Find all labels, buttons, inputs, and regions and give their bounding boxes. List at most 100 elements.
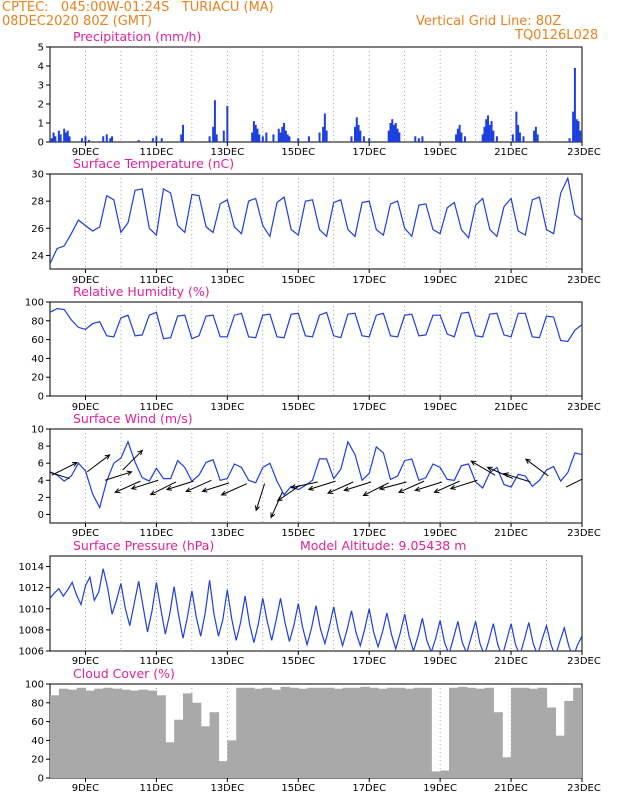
cloud-bar: [138, 689, 149, 778]
precip-bar: [57, 130, 60, 142]
cloud-bar: [369, 687, 379, 778]
y-tick-label: 80: [31, 316, 44, 327]
precip-bar: [66, 130, 69, 142]
panel-title: Surface Wind (m/s): [73, 411, 193, 426]
wind-arrow: [276, 484, 301, 502]
precip-bar: [394, 123, 397, 142]
wind-arrow-shaft: [221, 483, 248, 496]
cloud-bar: [156, 695, 166, 778]
wind-arrow: [449, 479, 478, 490]
precip-bar: [226, 105, 229, 142]
precip-bar: [483, 126, 486, 142]
wind-arrow-shaft: [415, 481, 443, 491]
wind-arrow-head: [114, 488, 121, 493]
wind-arrow-head: [502, 472, 509, 478]
wind-arrow-head: [486, 466, 493, 472]
precip-bar: [389, 123, 392, 142]
x-tick-label: 23DEC: [567, 275, 601, 286]
wind-arrow-head: [71, 462, 79, 467]
precip-bar: [492, 130, 495, 142]
x-tick-label: 11DEC: [140, 783, 174, 794]
panel-plot-area: [50, 307, 582, 343]
cloud-bar: [466, 687, 477, 778]
wind-arrow-shaft: [104, 471, 132, 481]
precip-bar: [84, 136, 87, 142]
cloud-bar: [564, 700, 574, 778]
x-tick-label: 11DEC: [140, 656, 174, 667]
wind-arrow-shaft: [487, 466, 514, 480]
wind-arrow-head: [220, 490, 227, 496]
cloud-bar: [546, 707, 556, 778]
precip-bar: [455, 134, 458, 142]
wind-arrow-head: [524, 458, 531, 464]
cloud-bar: [183, 693, 193, 778]
precip-bar: [325, 130, 328, 142]
cloud-bar: [519, 687, 530, 778]
cloud-bar: [378, 688, 388, 778]
cloud-bar: [307, 687, 317, 778]
precip-bar: [59, 134, 62, 142]
panel-plot-area: [50, 67, 582, 142]
precip-bar: [421, 136, 424, 142]
wind-arrow-head: [433, 488, 440, 493]
x-tick-label: 11DEC: [140, 275, 174, 286]
wind-arrow-shaft: [327, 481, 354, 494]
x-tick-label: 13DEC: [210, 275, 244, 286]
precip-bar: [281, 126, 284, 142]
wind-arrow: [51, 462, 79, 476]
wind-arrow-head: [414, 486, 421, 492]
precip-bar: [481, 134, 484, 142]
precip-bar: [568, 138, 571, 142]
cloud-bar: [422, 687, 432, 778]
precip-bar: [208, 136, 211, 142]
precip-bar: [398, 132, 401, 142]
series-line: [50, 176, 582, 264]
cloud-bar: [76, 687, 87, 778]
series-line: [50, 568, 582, 651]
y-tick-label: 60: [31, 717, 44, 728]
cloud-bar: [386, 687, 397, 778]
wind-arrow: [502, 472, 531, 483]
cloud-bar: [537, 687, 548, 778]
y-tick-label: 1006: [19, 647, 44, 658]
precip-bar: [88, 140, 91, 142]
precip-bar: [52, 132, 55, 142]
precip-bar: [355, 117, 358, 142]
wind-arrow-shaft: [308, 480, 336, 491]
wind-arrow: [326, 481, 354, 494]
precip-bar: [393, 124, 396, 142]
cloud-bar: [404, 688, 415, 778]
wind-arrow-shaft: [131, 479, 159, 490]
x-tick-label: 21DEC: [494, 275, 528, 286]
cloud-bar: [236, 687, 246, 778]
wind-arrow-shaft: [202, 482, 230, 492]
x-tick-label: 9DEC: [72, 528, 99, 539]
x-tick-label: 9DEC: [72, 402, 99, 413]
wind-arrow-shaft: [471, 460, 496, 476]
wind-arrow-head: [43, 469, 48, 473]
panel-plot-area: [50, 686, 582, 778]
wind-arrow: [270, 492, 283, 519]
precip-bar: [137, 140, 140, 142]
y-tick-label: 40: [31, 736, 44, 747]
wind-arrow-head: [586, 475, 591, 479]
precip-bar: [277, 128, 280, 142]
precip-bar: [518, 132, 521, 142]
cloud-bar: [129, 690, 140, 778]
cloud-bar: [245, 687, 255, 778]
panel-title: Surface Pressure (hPa): [73, 538, 214, 553]
precip-bar: [213, 100, 216, 142]
wind-arrow-shaft: [503, 473, 531, 483]
wind-arrow-head: [104, 454, 111, 460]
precip-bar: [495, 136, 498, 142]
station-header: CPTEC: 045:00W-01:24S TURIACU (MA): [2, 0, 274, 15]
precip-bar: [414, 136, 417, 142]
cloud-bar: [103, 687, 113, 778]
x-tick-label: 19DEC: [423, 528, 457, 539]
x-tick-label: 21DEC: [494, 402, 528, 413]
precip-bar: [368, 138, 371, 142]
precip-bar: [362, 136, 365, 142]
wind-arrow-head: [470, 460, 477, 466]
wind-arrow: [86, 454, 111, 473]
x-tick-label: 9DEC: [72, 275, 99, 286]
